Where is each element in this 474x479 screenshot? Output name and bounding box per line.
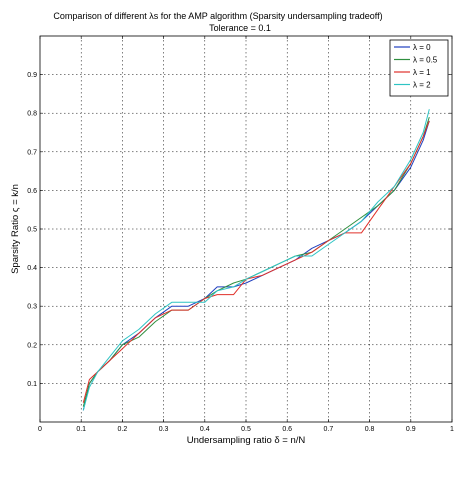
x-tick-label: 0.5 <box>241 426 251 433</box>
x-tick-label: 0.2 <box>118 426 128 433</box>
x-ticks: 0 0.1 0.2 0.3 0.4 0.5 0.6 0.7 0.8 0.9 1 <box>38 36 454 433</box>
chart-title: Comparison of different λs for the AMP a… <box>53 11 382 21</box>
y-tick-label: 0.9 <box>27 72 37 79</box>
grid <box>40 36 452 422</box>
series-line-2 <box>82 120 430 403</box>
legend-box <box>389 39 449 97</box>
x-tick-label: 0.3 <box>159 426 169 433</box>
x-tick-label: 1 <box>450 426 454 433</box>
series-line-1 <box>82 116 430 407</box>
y-tick-label: 0.7 <box>27 149 37 156</box>
x-tick-label: 0.6 <box>282 426 292 433</box>
x-tick-label: 0.9 <box>406 426 416 433</box>
series-lines <box>82 109 430 411</box>
x-tick-label: 0 <box>38 426 42 433</box>
y-tick-label: 0.6 <box>27 188 37 195</box>
x-axis-label: Undersampling ratio δ = n/N <box>187 435 306 446</box>
y-tick-label: 0.1 <box>27 381 37 388</box>
series-line-0 <box>82 120 430 411</box>
legend-label-3: λ = 2 <box>413 81 431 90</box>
legend: λ = 0 λ = 0.5 λ = 1 λ = 2 <box>389 39 449 97</box>
x-tick-label: 0.7 <box>324 426 334 433</box>
legend-label-2: λ = 1 <box>413 68 431 77</box>
x-tick-label: 0.4 <box>200 426 210 433</box>
series-line-3 <box>82 109 430 411</box>
y-tick-label: 0.2 <box>27 342 37 349</box>
chart-subtitle: Tolerance = 0.1 <box>209 23 271 33</box>
y-tick-label: 0.8 <box>27 111 37 118</box>
x-tick-label: 0.1 <box>76 426 86 433</box>
x-tick-label: 0.8 <box>365 426 375 433</box>
y-axis-label: Sparsity Ratio ς = k/n <box>10 184 21 274</box>
y-tick-label: 0.4 <box>27 265 37 272</box>
y-tick-label: 0.3 <box>27 304 37 311</box>
y-tick-label: 0.5 <box>27 227 37 234</box>
y-ticks: 0.1 0.2 0.3 0.4 0.5 0.6 0.7 0.8 0.9 <box>27 72 452 388</box>
legend-label-1: λ = 0.5 <box>413 56 438 65</box>
legend-label-0: λ = 0 <box>413 43 431 52</box>
